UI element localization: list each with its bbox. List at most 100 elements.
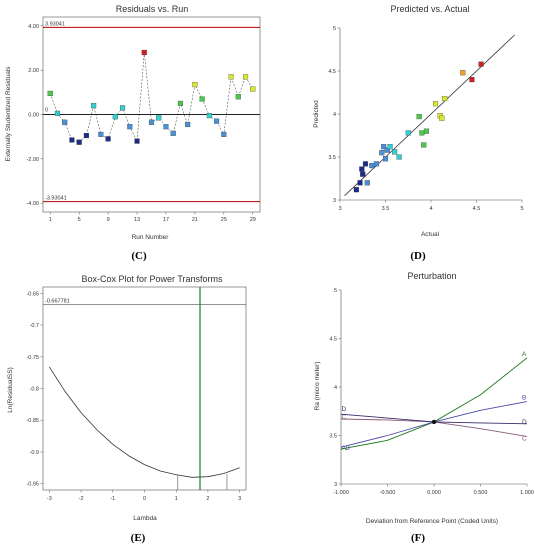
panel-c-data-point — [91, 103, 97, 109]
panel-e-xtick-label: 0 — [143, 496, 146, 502]
panel-f-series-b-line — [340, 401, 528, 448]
panel-e-ytick-label: -0.8 — [30, 387, 39, 393]
panel-d-data-point — [405, 130, 411, 136]
panel-f-xtick-label: 1.000 — [520, 490, 534, 496]
panel-e: Box-Cox Plot for Power Transforms Lambda… — [7, 274, 247, 544]
panel-c-ylabel: Externally Studentized Residuals — [5, 66, 12, 162]
panel-d-data-point — [469, 77, 475, 83]
panel-e-xtick-label: -1 — [110, 496, 115, 502]
panel-d-data-point — [419, 130, 425, 136]
panel-e-xlabel: Lambda — [133, 515, 157, 522]
panel-f-series-d-label-left: D — [342, 406, 347, 413]
panel-f-xtick-label: -1.000 — [333, 490, 349, 496]
panel-c-data-point — [120, 105, 126, 111]
panel-c-xtick-label: 29 — [250, 217, 256, 223]
panel-f-ytick-label: 3.5 — [329, 434, 337, 440]
panel-c-xtick-label: 5 — [78, 217, 81, 223]
panel-c-data-point — [127, 124, 133, 130]
panel-f-xtick-label: 0.500 — [474, 490, 488, 496]
panel-f-series-c-label-right: C — [522, 435, 527, 442]
panel-e-xtick-label: -2 — [79, 496, 84, 502]
panel-f-xlabel: Deviation from Reference Point (Coded Un… — [366, 518, 498, 525]
panel-c-ytick-label: 4.00 — [28, 24, 39, 30]
panel-f-series-a-line — [340, 357, 528, 450]
panel-e-ytick-label: -0.7 — [30, 323, 39, 329]
panel-c-data-point — [134, 138, 140, 144]
panel-d-data-point — [432, 101, 439, 107]
panel-d-data-point — [382, 156, 389, 162]
panel-d-ylabel: Predicted — [313, 100, 320, 128]
panel-f-ytick-label: 4 — [334, 385, 337, 391]
panel-d-ytick-label: 4 — [333, 112, 336, 118]
panel-c-data-point — [54, 110, 61, 116]
panel-d-data-point — [460, 70, 466, 76]
panel-c-data-point — [141, 49, 147, 56]
panel-e-ytick-label: -0.65 — [26, 291, 39, 297]
panel-c-data-point — [47, 90, 53, 96]
panel-c-data-point — [199, 96, 205, 102]
panel-d-data-point — [379, 150, 385, 156]
panel-d-data-point — [381, 144, 387, 150]
panel-c-limit-label: -3.93041 — [45, 196, 67, 202]
panel-c-data-point — [192, 82, 198, 88]
panel-d-data-point — [423, 128, 429, 134]
panel-c-data-point — [69, 137, 75, 143]
panel-c-data-point — [83, 133, 89, 139]
panel-c-zero-label: 0 — [45, 108, 48, 114]
panel-d-ytick-label: 3 — [333, 198, 336, 204]
panel-c-data-point — [206, 113, 212, 119]
panel-c-data-point — [242, 74, 249, 80]
panel-c-xlabel: Run Number — [132, 234, 170, 241]
panel-f-series-b-label-right: B — [522, 395, 526, 402]
panel-d-data-point — [387, 144, 393, 150]
panel-c-ytick-label: -2.00 — [26, 157, 39, 163]
panel-c-plot: 1 5 9 13 17 21 25 29 -4.00 -2.00 0.00 2.00 4.00 3.930… — [26, 16, 261, 223]
panel-e-ci-label: -0.667781 — [45, 299, 70, 305]
panel-d-data-point — [384, 147, 390, 153]
panel-e-ytick-label: -0.9 — [30, 450, 39, 456]
panel-d-xtick-label: 4 — [429, 206, 432, 212]
panel-c-data-point — [170, 130, 176, 136]
panel-f-ylabel: Ra (micro meter) — [314, 362, 321, 411]
panel-c-data-point — [214, 118, 220, 124]
panel-c-data-point — [105, 136, 111, 142]
panel-e-ylabel: Ln(ResidualSS) — [7, 367, 14, 413]
panel-c-data-point — [76, 139, 82, 145]
panel-c-xtick-label: 25 — [221, 217, 227, 223]
panel-d-data-point — [373, 161, 379, 167]
panel-d-data-point — [478, 61, 484, 67]
panel-c-data-point — [177, 100, 183, 106]
panel-c-data-point — [156, 115, 162, 121]
panel-e-xtick-label: 1 — [175, 496, 178, 502]
panel-f-title: Perturbation — [407, 271, 456, 281]
panel-e-xtick-label: -3 — [47, 496, 52, 502]
panel-c-xtick-label: 17 — [163, 217, 169, 223]
panel-d-data-point — [396, 154, 402, 160]
panel-e-caption: (E) — [131, 532, 146, 544]
panel-d-data-point — [369, 163, 375, 169]
panel-d-xtick-label: 5 — [520, 206, 523, 212]
panel-d-ytick-label: 4.5 — [328, 69, 336, 75]
panel-d-data-point — [442, 95, 448, 102]
panel-c-data-point — [250, 86, 256, 92]
panel-d-data-point — [392, 149, 398, 155]
panel-c-data-point — [98, 131, 104, 137]
panel-d-data-point — [357, 180, 363, 186]
panel-d-xtick-label: 3.5 — [382, 206, 390, 212]
panel-c-data-point — [112, 114, 118, 120]
panel-c-data-point — [163, 124, 169, 130]
panel-c-ytick-label: 2.00 — [28, 68, 39, 74]
panel-c-data-point — [62, 119, 68, 125]
panel-c-residual-path — [49, 52, 253, 143]
panel-c-data-point — [235, 94, 241, 100]
panel-d-ytick-label: 5 — [333, 26, 336, 32]
panel-f-xtick-label: -0.500 — [380, 490, 396, 496]
panel-f-ytick-label: 4.5 — [329, 337, 337, 343]
panel-d-data-point — [421, 142, 427, 148]
panel-d-data-point — [353, 187, 359, 193]
panel-c-limit-label: 3.93041 — [45, 21, 65, 27]
panel-f-xtick-label: 0.000 — [427, 490, 441, 496]
panel-d-identity-line — [344, 34, 515, 196]
panel-d-data-point — [362, 161, 369, 167]
panel-d-data-point — [439, 115, 445, 121]
